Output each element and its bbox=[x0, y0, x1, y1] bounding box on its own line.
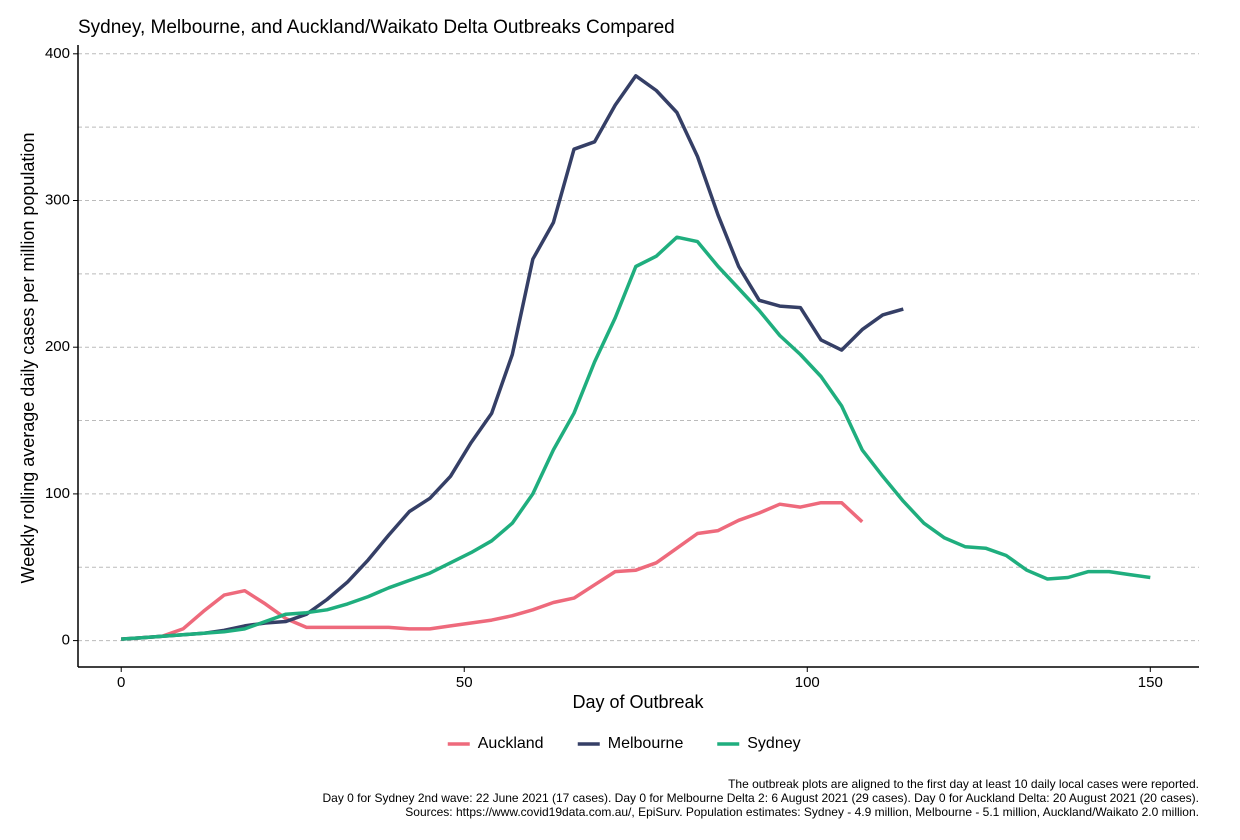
y-tick-label: 200 bbox=[45, 338, 70, 355]
legend-label: Sydney bbox=[747, 735, 800, 752]
y-tick-label: 300 bbox=[45, 191, 70, 208]
y-tick-label: 100 bbox=[45, 485, 70, 502]
x-tick-label: 150 bbox=[1138, 674, 1163, 691]
y-axis-label: Weekly rolling average daily cases per m… bbox=[18, 133, 38, 584]
y-tick-label: 0 bbox=[62, 632, 70, 649]
x-tick-label: 50 bbox=[456, 674, 473, 691]
footnote: The outbreak plots are aligned to the fi… bbox=[728, 777, 1199, 791]
x-tick-label: 0 bbox=[117, 674, 125, 691]
chart-title: Sydney, Melbourne, and Auckland/Waikato … bbox=[78, 17, 675, 38]
footnote: Day 0 for Sydney 2nd wave: 22 June 2021 … bbox=[322, 791, 1199, 805]
series-line bbox=[121, 74, 904, 641]
y-tick-label: 400 bbox=[45, 45, 70, 62]
footnote: Sources: https://www.covid19data.com.au/… bbox=[405, 805, 1199, 819]
series-line bbox=[121, 235, 1151, 641]
x-axis-label: Day of Outbreak bbox=[572, 692, 704, 712]
series-line bbox=[121, 500, 864, 641]
legend-label: Auckland bbox=[478, 735, 544, 752]
x-tick-label: 100 bbox=[795, 674, 820, 691]
legend-label: Melbourne bbox=[608, 735, 684, 752]
